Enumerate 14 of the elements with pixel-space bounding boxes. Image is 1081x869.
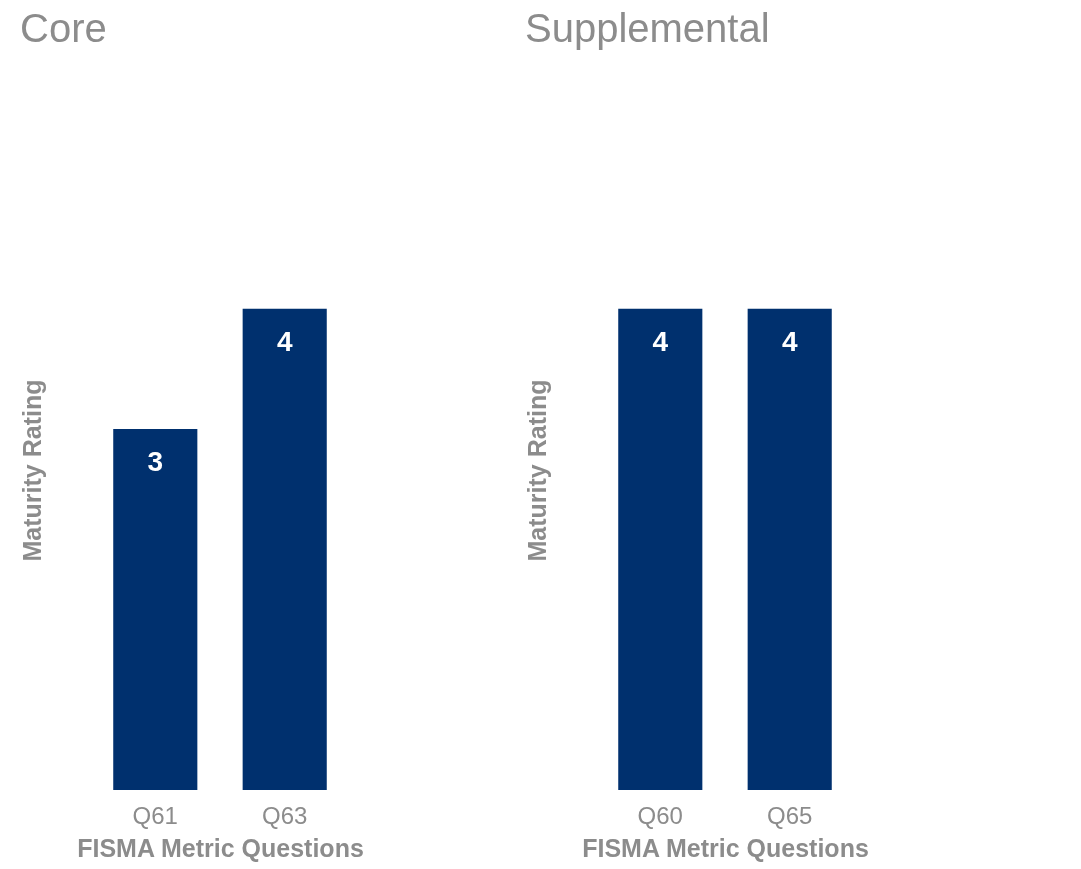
chart-title: Core [20,6,107,50]
x-tick-label: Q61 [132,801,178,829]
data-label: 4 [781,325,798,357]
x-tick-label: Q60 [637,801,683,829]
y-axis-title: Maturity Rating [522,379,551,562]
data-label: 4 [276,325,293,357]
chart-title: Supplemental [525,6,770,50]
x-tick-label: Q63 [262,801,308,829]
data-label: 3 [147,446,164,478]
x-tick-label: Q65 [767,801,813,829]
x-axis-title: FISMA Metric Questions [582,833,869,862]
y-axis-title: Maturity Rating [17,379,46,562]
data-label: 4 [652,325,669,357]
x-axis-title: FISMA Metric Questions [77,833,364,862]
